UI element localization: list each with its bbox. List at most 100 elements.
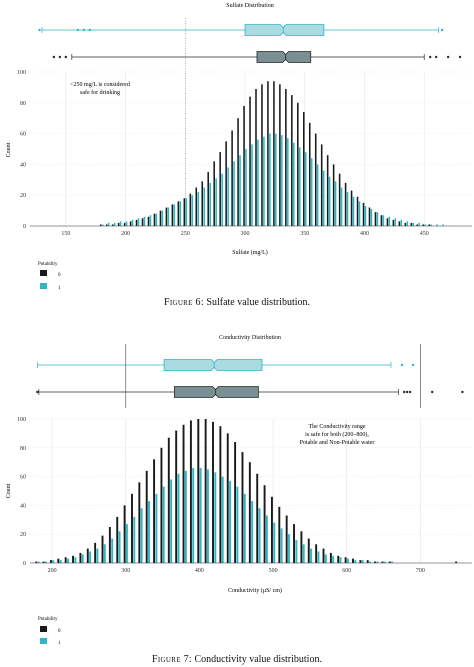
- sulfate-bar-1-33: [298, 147, 301, 226]
- sulfate-bar-0-27: [261, 84, 263, 226]
- conductivity-x-tick-5: 700: [416, 568, 425, 574]
- sulfate-bar-1-1: [107, 222, 110, 226]
- conductivity-bar-0-19: [175, 430, 178, 563]
- conductivity-bar-1-21: [192, 467, 195, 563]
- conductivity-bar-0-21: [189, 420, 192, 563]
- sulfate-bar-1-55: [430, 224, 432, 226]
- conductivity-box-0-outlier-2: [405, 390, 409, 394]
- sulfate-bar-1-41: [346, 192, 349, 226]
- sulfate-bar-0-23: [237, 118, 239, 226]
- conductivity-bar-1-6: [81, 554, 84, 563]
- sulfate-bar-1-23: [239, 155, 241, 226]
- conductivity-bar-0-20: [182, 424, 185, 563]
- sulfate-box-1-outlier-3: [88, 28, 91, 32]
- conductivity-bar-1-23: [207, 469, 209, 563]
- sulfate-bar-1-42: [352, 196, 355, 226]
- sulfate-legend: Potability 0 1: [38, 262, 61, 291]
- conductivity-bar-0-27: [234, 442, 237, 563]
- sulfate-bar-1-15: [191, 195, 194, 226]
- conductivity-bar-1-20: [184, 470, 187, 563]
- sulfate-bar-0-10: [159, 210, 162, 226]
- sulfate-bar-0-55: [428, 224, 430, 226]
- sulfate-axes: 150 200 250 300 350 400 450 0 20 40 60 80 100: [17, 18, 472, 237]
- conductivity-bar-0-2: [49, 560, 52, 563]
- conductivity-bar-1-45: [369, 561, 371, 563]
- conductivity-bar-0-30: [256, 473, 259, 563]
- sulfate-bar-0-0: [99, 224, 102, 226]
- sulfate-bar-1-26: [257, 139, 259, 226]
- sulfate-chart-title: Sulfate Distribution: [226, 2, 274, 9]
- conductivity-bar-1-42: [346, 558, 349, 563]
- conductivity-x-tick-1: 300: [121, 568, 130, 574]
- conductivity-bar-0-31: [263, 485, 266, 563]
- conductivity-bar-1-31: [265, 515, 268, 563]
- sulfate-bar-1-6: [137, 218, 140, 226]
- sulfate-bar-0-40: [338, 173, 341, 226]
- sulfate-bar-1-49: [394, 218, 397, 226]
- sulfate-bar-0-35: [308, 122, 311, 226]
- conductivity-bar-0-41: [337, 555, 340, 563]
- conductivity-bar-1-25: [221, 476, 224, 563]
- sulfate-x-tick-0: 150: [61, 231, 70, 237]
- sulfate-bar-1-14: [185, 198, 188, 226]
- sulfate-y-tick-1: 20: [20, 193, 26, 199]
- conductivity-bar-1-47: [383, 561, 386, 563]
- sulfate-bar-1-12: [173, 204, 176, 226]
- sulfate-bar-0-50: [398, 221, 401, 226]
- sulfate-bar-0-39: [332, 164, 335, 226]
- conductivity-bar-1-10: [111, 538, 114, 563]
- sulfate-bar-0-25: [249, 96, 251, 226]
- sulfate-y-tick-3: 60: [20, 132, 26, 138]
- sulfate-y-tick-2: 40: [20, 162, 26, 168]
- conductivity-bar-0-42: [344, 557, 347, 563]
- conductivity-bar-0-4: [64, 557, 67, 563]
- conductivity-bar-1-5: [74, 557, 77, 563]
- sulfate-bar-1-52: [412, 222, 415, 226]
- conductivity-bar-0-40: [329, 552, 332, 563]
- conductivity-bar-0-22: [197, 419, 200, 563]
- sulfate-bar-0-43: [356, 196, 359, 226]
- conductivity-bar-0-37: [307, 538, 310, 563]
- conductivity-bar-0-16: [153, 459, 156, 563]
- sulfate-bar-1-7: [143, 216, 146, 226]
- conductivity-bar-0-9: [101, 535, 104, 563]
- conductivity-bar-0-17: [160, 447, 163, 563]
- sulfate-bar-1-17: [203, 187, 205, 226]
- conductivity-bar-1-29: [251, 501, 254, 563]
- conductivity-bar-0-36: [300, 531, 303, 563]
- sulfate-bar-0-28: [267, 81, 269, 227]
- sulfate-bar-0-8: [147, 216, 150, 226]
- conductivity-grid: [30, 418, 472, 564]
- conductivity-bar-1-32: [273, 522, 276, 563]
- sulfate-bar-1-0: [101, 224, 104, 226]
- conductivity-bar-0-25: [219, 426, 222, 563]
- sulfate-x-tick-5: 400: [360, 231, 369, 237]
- sulfate-bar-0-31: [285, 88, 287, 226]
- conductivity-bar-0-57: [455, 561, 458, 563]
- sulfate-bar-0-13: [177, 201, 180, 226]
- conductivity-y-tick-2: 40: [20, 503, 26, 509]
- sulfate-bar-1-43: [358, 201, 361, 226]
- conductivity-bar-0-29: [248, 462, 251, 563]
- sulfate-bar-1-28: [269, 133, 271, 226]
- sulfate-bar-1-10: [161, 210, 164, 226]
- sulfate-bar-0-26: [255, 88, 257, 226]
- sulfate-bar-1-4: [125, 221, 128, 226]
- sulfate-bar-0-47: [380, 215, 383, 226]
- sulfate-bar-1-50: [400, 219, 403, 226]
- figure-6-label: Figure 6:: [163, 297, 204, 308]
- sulfate-bar-0-19: [213, 161, 215, 226]
- conductivity-bar-1-2: [52, 560, 55, 563]
- sulfate-bar-0-36: [314, 133, 317, 226]
- sulfate-bar-0-3: [117, 222, 120, 226]
- sulfate-bar-0-18: [207, 172, 209, 226]
- conductivity-y-tick-5: 100: [17, 417, 26, 423]
- conductivity-bar-0-0: [35, 561, 38, 563]
- sulfate-bar-1-40: [340, 187, 343, 226]
- conductivity-bar-1-34: [288, 534, 290, 563]
- conductivity-y-tick-3: 60: [20, 475, 26, 481]
- sulfate-bar-1-57: [442, 224, 444, 226]
- sulfate-legend-title: Potability: [38, 262, 58, 267]
- conductivity-legend: Potability 0 1: [38, 617, 61, 646]
- sulfate-bar-0-5: [129, 221, 132, 226]
